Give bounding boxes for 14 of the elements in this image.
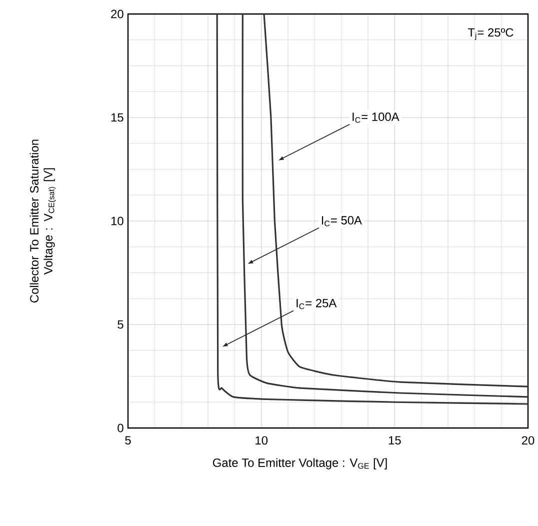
x-tick-label: 5 xyxy=(125,436,131,445)
x-tick-label: 15 xyxy=(388,436,401,445)
y-tick-label: 20 xyxy=(111,10,124,18)
y-tick-label: 0 xyxy=(118,424,124,432)
y-tick-label: 5 xyxy=(118,320,124,329)
y-tick-label: 10 xyxy=(111,216,124,226)
annotation: I$_{C}$= 100A xyxy=(352,112,400,123)
x-axis-title: Gate To Emitter Voltage : V$_{GE}$ [V] xyxy=(212,458,387,470)
annotation: I$_{C}$= 25A xyxy=(296,298,337,310)
x-tick-label: 10 xyxy=(256,436,268,445)
x-tick-label: 20 xyxy=(522,436,534,445)
annotation: I$_{C}$= 50A xyxy=(322,216,362,226)
y-tick-label: 15 xyxy=(111,113,124,122)
annotation: T$_{j}$= 25ºC xyxy=(468,28,514,40)
